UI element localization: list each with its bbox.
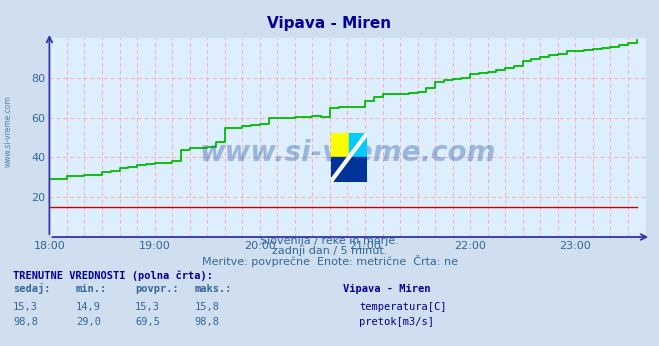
- Text: zadnji dan / 5 minut.: zadnji dan / 5 minut.: [272, 246, 387, 256]
- Text: www.si-vreme.com: www.si-vreme.com: [200, 139, 496, 167]
- Text: 15,8: 15,8: [194, 302, 219, 312]
- Text: www.si-vreme.com: www.si-vreme.com: [3, 95, 13, 167]
- Text: 69,5: 69,5: [135, 317, 160, 327]
- Text: pretok[m3/s]: pretok[m3/s]: [359, 317, 434, 327]
- Text: min.:: min.:: [76, 284, 107, 294]
- Text: Meritve: povprečne  Enote: metrične  Črta: ne: Meritve: povprečne Enote: metrične Črta:…: [202, 255, 457, 267]
- Polygon shape: [331, 157, 367, 182]
- Text: 15,3: 15,3: [13, 302, 38, 312]
- Text: 98,8: 98,8: [194, 317, 219, 327]
- Text: sedaj:: sedaj:: [13, 283, 51, 294]
- Text: temperatura[C]: temperatura[C]: [359, 302, 447, 312]
- Polygon shape: [331, 133, 349, 157]
- Text: 98,8: 98,8: [13, 317, 38, 327]
- Text: TRENUTNE VREDNOSTI (polna črta):: TRENUTNE VREDNOSTI (polna črta):: [13, 270, 213, 281]
- Text: maks.:: maks.:: [194, 284, 232, 294]
- Polygon shape: [349, 133, 367, 157]
- Text: 29,0: 29,0: [76, 317, 101, 327]
- Text: Vipava - Miren: Vipava - Miren: [268, 16, 391, 30]
- Text: Vipava - Miren: Vipava - Miren: [343, 284, 430, 294]
- Text: Slovenija / reke in morje.: Slovenija / reke in morje.: [260, 236, 399, 246]
- Polygon shape: [331, 133, 349, 157]
- Text: povpr.:: povpr.:: [135, 284, 179, 294]
- Text: 15,3: 15,3: [135, 302, 160, 312]
- Text: 14,9: 14,9: [76, 302, 101, 312]
